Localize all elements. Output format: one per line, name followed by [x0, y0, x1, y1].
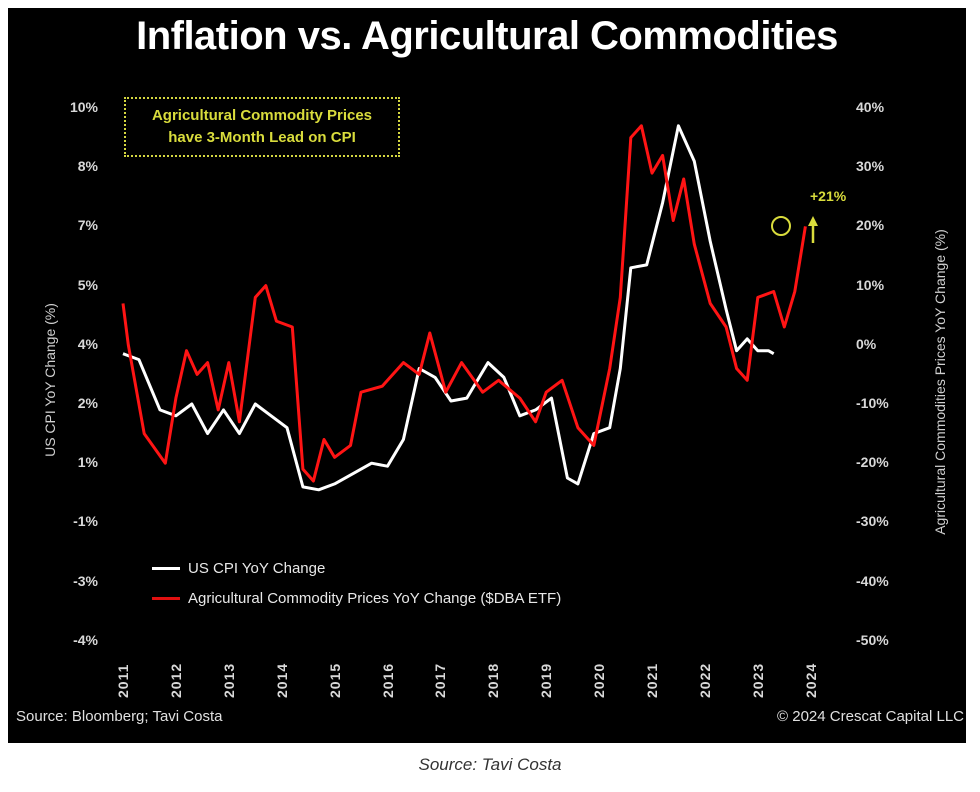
right-tick-label: 0%: [856, 335, 877, 352]
legend-label-ag: Agricultural Commodity Prices YoY Change…: [188, 589, 562, 607]
right-tick-label: -50%: [856, 631, 889, 648]
right-tick-label: 40%: [856, 99, 885, 115]
left-tick-label: -3%: [73, 572, 98, 589]
callout-label: +21%: [810, 188, 847, 204]
legend-label-cpi: US CPI YoY Change: [188, 559, 326, 577]
left-tick-label: 1%: [77, 454, 98, 471]
image-caption: Source: Tavi Costa: [418, 755, 562, 774]
right-tick-label: -40%: [856, 572, 889, 589]
up-arrow-icon: [808, 216, 818, 243]
annotation-line-1: Agricultural Commodity Prices: [151, 107, 373, 124]
footer-source: Source: Bloomberg; Tavi Costa: [16, 708, 223, 725]
annotation-line-2: have 3-Month Lead on CPI: [168, 129, 356, 146]
cpi-series-line: [122, 124, 775, 492]
footer-copyright: © 2024 Crescat Capital LLC: [777, 708, 964, 725]
left-tick-label: -1%: [73, 513, 98, 530]
left-tick-label: 8%: [77, 158, 98, 175]
right-tick-label: 30%: [856, 158, 885, 175]
chart-panel: Inflation vs. Agricultural Commodities: [8, 8, 966, 743]
left-tick-label: 2%: [77, 395, 98, 411]
annotation-box: Agricultural Commodity Prices have 3-Mon…: [124, 97, 400, 157]
right-tick-label: -10%: [856, 395, 889, 411]
left-tick-label: -4%: [73, 631, 98, 648]
left-tick-label: 10%: [69, 99, 98, 115]
legend-item-ag: Agricultural Commodity Prices YoY Change…: [152, 583, 561, 613]
ag-commodity-series-line: [121, 124, 807, 483]
right-tick-label: 20%: [856, 217, 885, 234]
legend: US CPI YoY Change Agricultural Commodity…: [152, 553, 561, 613]
left-tick-label: 4%: [77, 335, 98, 352]
left-tick-label: 5%: [77, 276, 98, 293]
right-tick-label: -30%: [856, 513, 889, 530]
chart-title: Inflation vs. Agricultural Commodities: [136, 14, 838, 58]
legend-swatch-red: [152, 596, 180, 600]
legend-item-cpi: US CPI YoY Change: [152, 553, 561, 583]
legend-swatch-white: [152, 566, 180, 570]
right-tick-label: -20%: [856, 454, 889, 471]
right-tick-label: 10%: [856, 276, 885, 293]
left-tick-label: 7%: [77, 217, 98, 234]
highlight-circle: [771, 216, 791, 236]
